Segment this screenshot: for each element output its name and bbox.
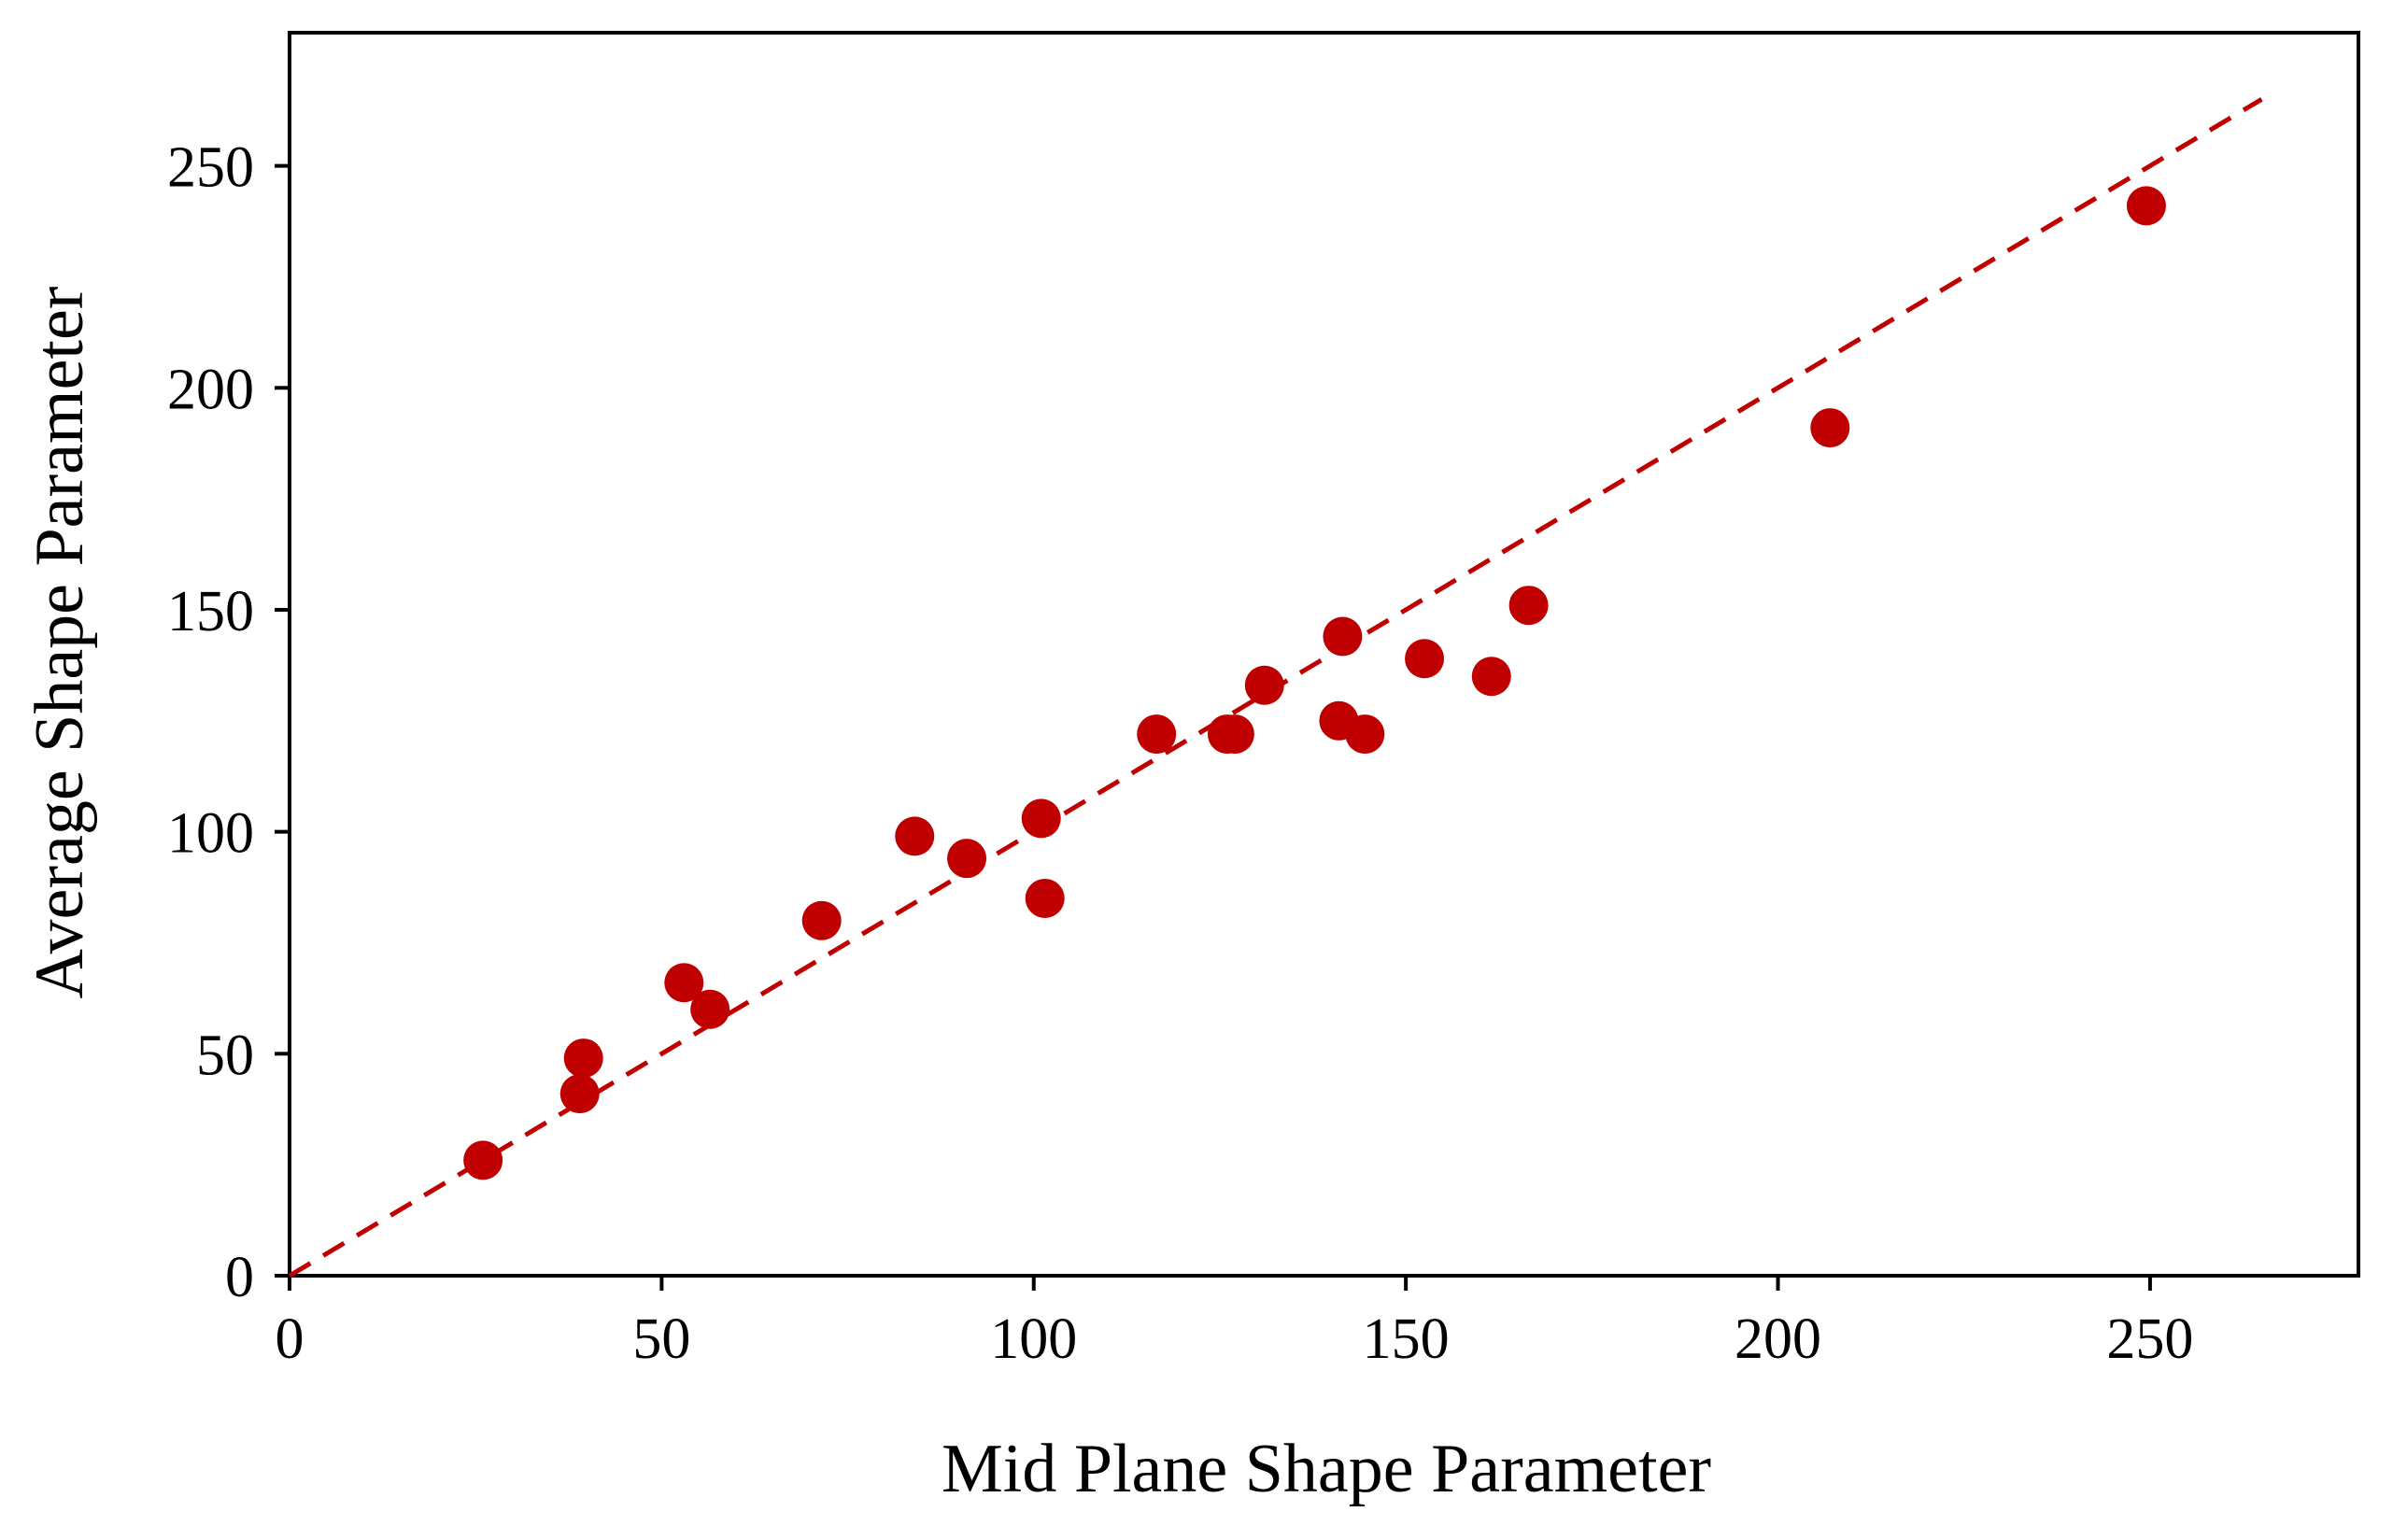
- x-tick-label: 200: [1734, 1307, 1821, 1371]
- data-point: [1214, 714, 1254, 755]
- data-point: [1345, 714, 1385, 755]
- data-point: [1810, 408, 1850, 448]
- data-point: [1508, 586, 1549, 626]
- y-tick-label: 0: [225, 1246, 254, 1309]
- y-tick-label: 50: [196, 1024, 254, 1087]
- plot-frame: [288, 31, 2360, 1278]
- x-tick-label: 250: [2106, 1307, 2193, 1371]
- plot-area: 0 50 100 150 200 250 0 50 100 150 200 250: [167, 31, 2360, 1371]
- y-tick-label: 150: [167, 580, 254, 643]
- y-axis-label: Average Shape Parameter: [21, 287, 98, 999]
- data-point: [947, 839, 987, 879]
- data-point: [463, 1140, 503, 1180]
- x-tick-label: 0: [276, 1307, 304, 1371]
- data-point: [1021, 798, 1061, 839]
- data-point: [1137, 714, 1177, 755]
- data-point: [1323, 616, 1363, 657]
- x-axis-label: Mid Plane Shape Parameter: [942, 1431, 1711, 1507]
- y-tick-label: 100: [167, 802, 254, 866]
- data-point: [1471, 657, 1511, 697]
- data-point: [1244, 665, 1284, 705]
- data-point: [801, 900, 842, 940]
- data-point: [664, 963, 704, 1003]
- data-point: [563, 1038, 603, 1079]
- x-tick-label: 50: [632, 1307, 690, 1371]
- data-point: [1025, 878, 1065, 918]
- data-point: [690, 989, 730, 1029]
- y-tick-label: 200: [167, 358, 254, 421]
- data-point: [895, 816, 935, 856]
- data-point: [2126, 186, 2166, 226]
- data-point: [559, 1074, 600, 1114]
- y-tick-label: 250: [167, 136, 254, 200]
- data-point: [1405, 639, 1445, 679]
- x-tick-label: 100: [990, 1307, 1077, 1371]
- x-tick-label: 150: [1363, 1307, 1450, 1371]
